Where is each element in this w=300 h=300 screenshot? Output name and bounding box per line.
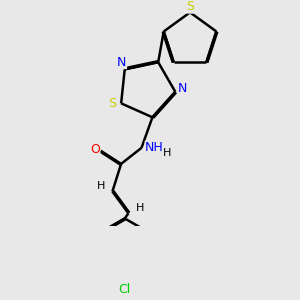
- Text: Cl: Cl: [118, 283, 131, 296]
- Text: H: H: [97, 181, 106, 191]
- Text: H: H: [163, 148, 171, 158]
- Text: NH: NH: [145, 141, 164, 154]
- Text: N: N: [178, 82, 187, 95]
- Text: S: S: [186, 0, 194, 13]
- Text: N: N: [117, 56, 127, 68]
- Text: H: H: [136, 202, 144, 212]
- Text: O: O: [90, 143, 100, 156]
- Text: S: S: [108, 97, 116, 110]
